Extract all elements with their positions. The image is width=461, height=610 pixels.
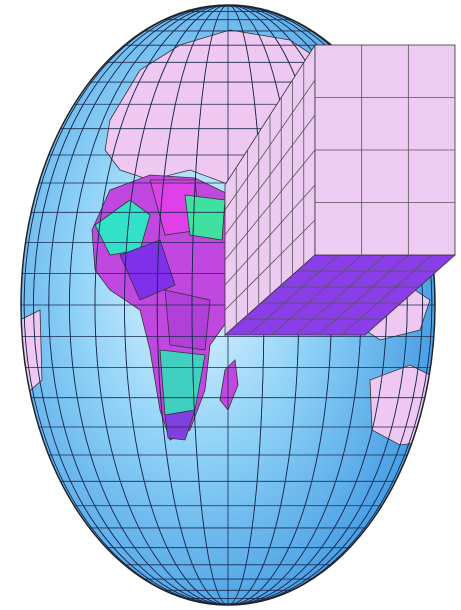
globe-outline xyxy=(20,4,436,606)
box-grid xyxy=(224,149,316,261)
box-grid xyxy=(224,219,316,311)
box-grid xyxy=(224,79,316,211)
box-grid xyxy=(318,254,409,336)
africa-region xyxy=(119,239,176,301)
box-grid xyxy=(271,254,362,336)
box xyxy=(223,43,457,336)
box-grid xyxy=(248,254,339,336)
box-grid xyxy=(294,254,386,336)
africa-region xyxy=(164,289,211,351)
africa-region xyxy=(94,199,151,256)
box-grid xyxy=(341,254,432,336)
africa-region xyxy=(164,409,196,441)
box-grid xyxy=(224,114,316,236)
box-grid xyxy=(224,184,316,286)
africa-region xyxy=(184,194,226,241)
